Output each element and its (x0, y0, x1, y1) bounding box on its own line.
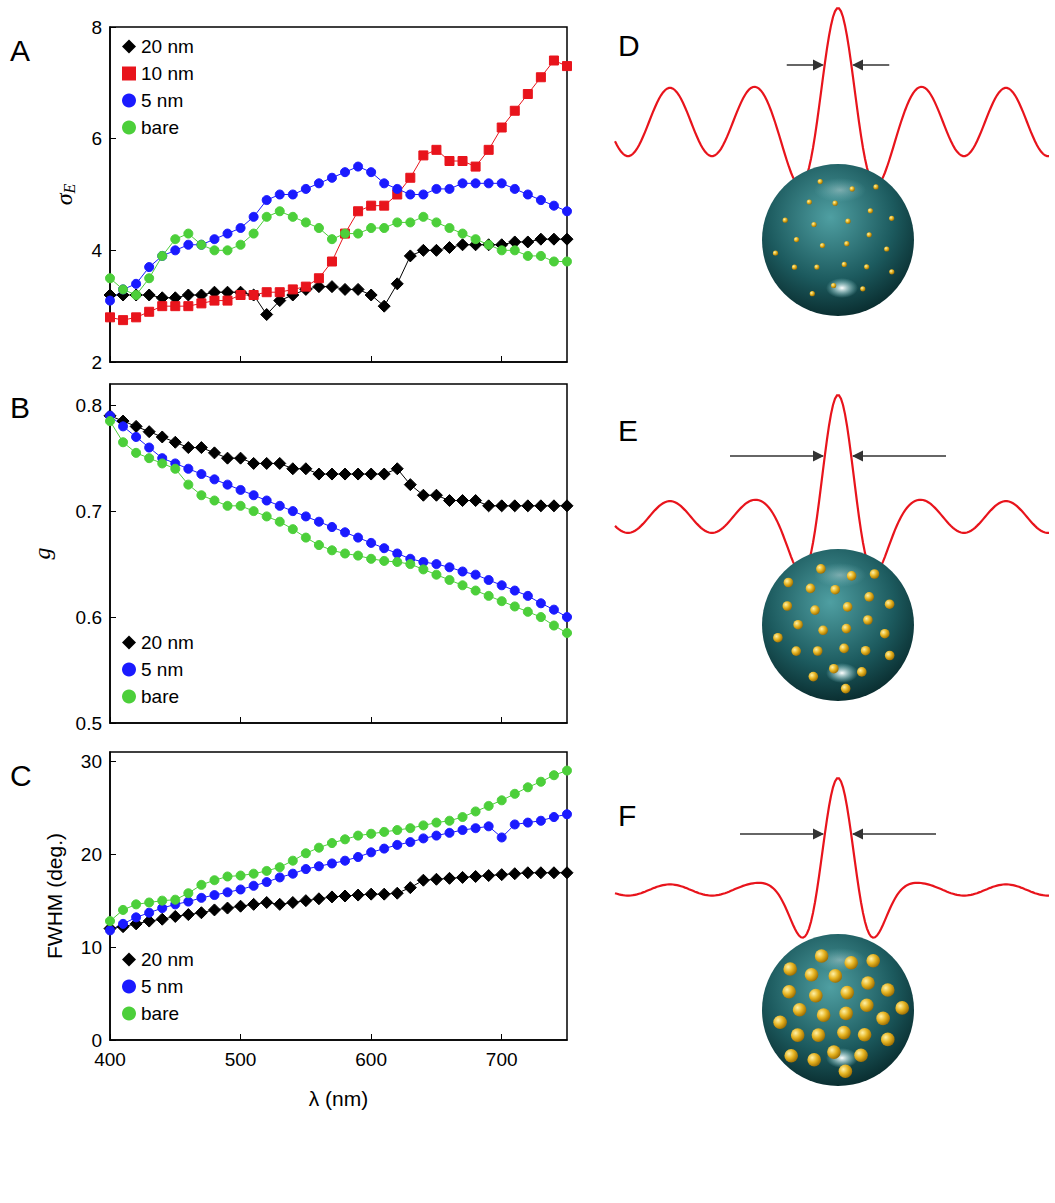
svg-text:8: 8 (91, 17, 102, 38)
svg-text:600: 600 (355, 1049, 387, 1070)
svg-text:2: 2 (91, 352, 102, 373)
svg-text:20 nm: 20 nm (141, 632, 194, 653)
svg-text:0.8: 0.8 (76, 395, 102, 416)
svg-text:5 nm: 5 nm (141, 659, 183, 680)
svg-text:30: 30 (81, 751, 102, 772)
svg-text:20 nm: 20 nm (141, 949, 194, 970)
svg-text:700: 700 (486, 1049, 518, 1070)
svg-text:bare: bare (141, 686, 179, 707)
svg-text:5 nm: 5 nm (141, 90, 183, 111)
svg-text:500: 500 (225, 1049, 257, 1070)
svg-text:λ (nm): λ (nm) (309, 1087, 369, 1110)
svg-text:20 nm: 20 nm (141, 36, 194, 57)
svg-text:6: 6 (91, 128, 102, 149)
svg-text:4: 4 (91, 240, 102, 261)
svg-text:10: 10 (81, 937, 102, 958)
svg-text:E: E (61, 183, 78, 194)
svg-text:0.7: 0.7 (76, 501, 102, 522)
svg-text:A: A (10, 34, 30, 67)
svg-text:10 nm: 10 nm (141, 63, 194, 84)
svg-text:σ: σ (51, 193, 77, 206)
svg-text:20: 20 (81, 844, 102, 865)
svg-text:5 nm: 5 nm (141, 976, 183, 997)
svg-text:g: g (29, 548, 55, 560)
svg-text:F: F (618, 799, 636, 832)
svg-text:E: E (618, 414, 638, 447)
svg-text:bare: bare (141, 117, 179, 138)
svg-text:0.6: 0.6 (76, 607, 102, 628)
svg-text:0: 0 (91, 1030, 102, 1051)
svg-text:bare: bare (141, 1003, 179, 1024)
svg-text:0.5: 0.5 (76, 713, 102, 734)
svg-text:400: 400 (94, 1049, 126, 1070)
svg-text:D: D (618, 29, 640, 62)
svg-text:B: B (10, 391, 30, 424)
svg-text:C: C (10, 759, 32, 792)
svg-text:FWHM (deg.): FWHM (deg.) (43, 833, 66, 959)
